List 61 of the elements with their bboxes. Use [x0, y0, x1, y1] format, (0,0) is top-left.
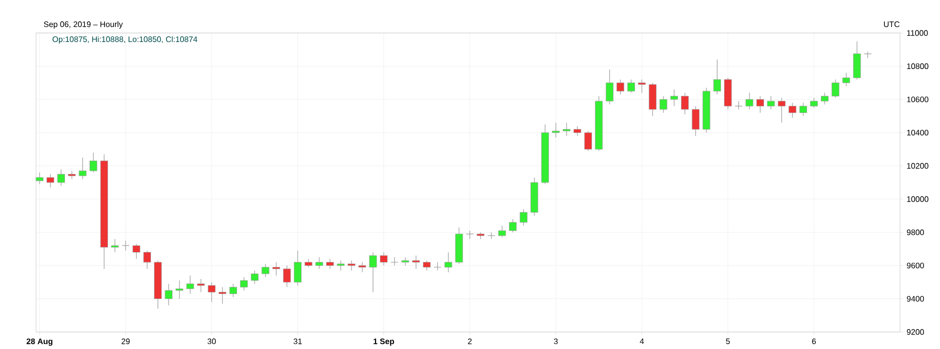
candlestick	[520, 208, 528, 226]
candlestick	[208, 282, 216, 302]
candlestick	[262, 264, 270, 278]
candlestick	[46, 174, 54, 188]
candlestick	[509, 218, 517, 233]
candlestick	[412, 255, 420, 270]
candlestick	[434, 262, 442, 271]
candlestick	[315, 256, 324, 270]
candlestick	[336, 260, 345, 271]
candlestick	[832, 79, 840, 98]
candlestick	[584, 130, 592, 152]
candlestick	[164, 283, 172, 306]
candlestick	[197, 278, 205, 292]
candlestick	[240, 276, 248, 291]
candlestick	[552, 122, 560, 138]
candlestick	[820, 92, 829, 105]
candlestick	[326, 258, 334, 270]
candlestick	[369, 252, 377, 292]
candlestick	[90, 152, 98, 173]
candlestick	[78, 157, 86, 180]
candlestick	[670, 89, 678, 106]
candlestick	[272, 262, 280, 276]
candlestick	[638, 79, 646, 94]
candlestick	[283, 265, 291, 288]
candlestick	[348, 260, 356, 271]
candlestick	[842, 72, 850, 86]
candlestick	[111, 238, 119, 253]
candlestick	[294, 250, 302, 286]
candlestick	[660, 96, 668, 113]
candlestick	[627, 79, 635, 94]
candlestick	[250, 270, 258, 284]
candlestick	[132, 244, 140, 260]
candlestick	[444, 252, 452, 272]
candlestick	[476, 232, 484, 240]
candlestick	[176, 280, 184, 300]
candlestick	[713, 59, 721, 95]
candlestick	[681, 92, 689, 115]
candlestick	[799, 102, 807, 116]
candlestick	[143, 250, 151, 270]
candlestick	[778, 97, 786, 123]
candlestick	[122, 240, 130, 251]
candlestick	[574, 126, 582, 136]
candlestick	[36, 172, 44, 184]
candlestick	[756, 96, 764, 113]
candlestick	[562, 122, 570, 136]
candlestick	[186, 275, 194, 294]
candlestick	[358, 262, 366, 272]
candlestick	[767, 96, 775, 110]
candlestick	[380, 252, 388, 266]
candlestick	[606, 69, 614, 105]
candlestick	[788, 102, 796, 118]
candlestick	[810, 97, 818, 108]
candlestick	[218, 286, 226, 304]
candlestick	[692, 106, 700, 136]
candlestick	[498, 225, 506, 238]
candlestick	[423, 260, 431, 271]
candlestick	[616, 79, 624, 95]
candlestick	[57, 168, 65, 186]
candlestick	[746, 92, 754, 110]
candlestick	[229, 283, 237, 298]
candlestick	[390, 256, 398, 266]
